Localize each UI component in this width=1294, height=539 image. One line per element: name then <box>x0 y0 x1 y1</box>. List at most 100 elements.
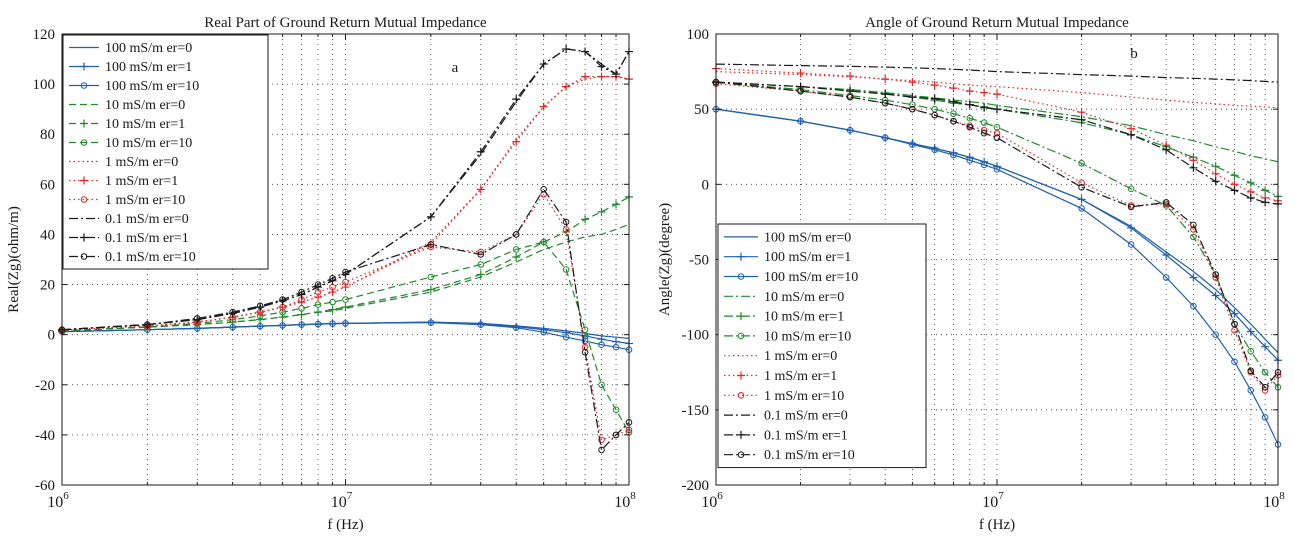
data-point <box>512 231 520 238</box>
data-point <box>298 288 305 296</box>
x-axis-label: f (Hz) <box>979 517 1015 533</box>
x-tick-label: 107 <box>982 490 1004 511</box>
data-point <box>797 87 804 95</box>
data-point <box>980 119 988 126</box>
data-point <box>562 45 571 54</box>
data-point <box>1162 199 1170 206</box>
x-tick-exponent: 7 <box>998 490 1004 502</box>
data-point <box>1077 108 1086 117</box>
data-point <box>1261 342 1270 351</box>
legend: 100 mS/m er=0 100 mS/m er=1 100 mS/m er=10… <box>62 34 269 270</box>
y-tick-label: 60 <box>40 177 55 193</box>
data-point <box>931 111 938 119</box>
data-point <box>1127 130 1136 139</box>
data-point <box>1246 178 1255 187</box>
legend-marker <box>737 371 745 380</box>
data-point <box>1127 185 1135 193</box>
data-point <box>1190 221 1197 229</box>
legend-marker <box>737 392 745 399</box>
data-point <box>1230 171 1239 180</box>
data-point <box>426 212 435 221</box>
data-point <box>1162 274 1170 281</box>
legend-label: 0.1 mS/m er=0 <box>105 212 189 227</box>
y-tick-label: 50 <box>694 102 709 118</box>
data-point <box>314 281 322 288</box>
x-tick-exponent: 6 <box>63 490 69 502</box>
data-point <box>612 200 621 209</box>
data-point <box>427 319 435 326</box>
data-point <box>476 147 485 156</box>
data-point <box>540 238 547 246</box>
data-point <box>1078 179 1085 187</box>
legend-marker <box>80 82 88 89</box>
data-point <box>1211 162 1220 171</box>
data-point <box>950 110 957 117</box>
data-point <box>562 226 570 233</box>
data-point <box>1162 250 1171 259</box>
data-point <box>598 436 605 444</box>
data-point <box>1231 320 1238 328</box>
data-point <box>1078 184 1085 191</box>
data-point <box>598 381 605 389</box>
axis-ticks: -200 -150 -100 -50 0 50 100 106 107 108 <box>682 27 1286 511</box>
legend-marker <box>80 233 88 242</box>
data-point <box>329 298 336 306</box>
data-point <box>965 87 974 96</box>
legend-label: 10 mS/m er=1 <box>764 310 844 325</box>
x-tick-label: 106 <box>47 490 69 511</box>
data-point <box>342 320 349 327</box>
data-point <box>909 141 916 148</box>
y-tick-label: 100 <box>33 77 56 93</box>
data-point <box>581 348 589 356</box>
data-point <box>949 84 958 93</box>
data-point <box>539 60 548 69</box>
x-tick-exponent: 8 <box>630 490 636 502</box>
legend-marker <box>737 430 745 439</box>
data-point <box>1261 198 1270 207</box>
legend-label: 10 mS/m er=10 <box>764 329 851 344</box>
legend-label: 10 mS/m er=10 <box>105 136 192 151</box>
data-point <box>881 134 889 142</box>
x-tick-exponent: 7 <box>347 490 353 502</box>
legend-marker <box>80 196 88 203</box>
data-point <box>328 288 337 297</box>
data-point <box>298 321 305 328</box>
data-point <box>314 301 322 308</box>
y-tick-label: -150 <box>682 403 710 419</box>
data-point <box>1212 271 1219 278</box>
data-point <box>540 186 547 193</box>
legend-label: 1 mS/m er=0 <box>105 155 178 170</box>
data-point <box>597 72 606 81</box>
legend-marker <box>737 312 745 321</box>
data-point <box>512 246 520 253</box>
series-line <box>715 63 1279 83</box>
data-point <box>314 308 323 317</box>
legend-marker <box>737 332 745 340</box>
data-point <box>540 328 547 336</box>
y-tick-label: -60 <box>35 478 55 494</box>
data-point <box>597 62 606 71</box>
data-point <box>427 241 435 248</box>
data-point <box>950 151 957 159</box>
data-point <box>612 406 620 414</box>
y-tick-label: -200 <box>682 478 710 494</box>
legend-label: 1 mS/m er=1 <box>105 174 178 189</box>
legend-marker <box>80 119 88 128</box>
data-point <box>1231 358 1238 366</box>
data-point <box>562 328 571 337</box>
y-tick-label: 80 <box>40 127 55 143</box>
legend-label: 100 mS/m er=1 <box>764 250 851 265</box>
series-line <box>715 81 1279 205</box>
data-point <box>930 94 939 103</box>
data-point <box>581 47 590 56</box>
x-tick-label: 108 <box>1263 490 1285 511</box>
y-tick-label: 120 <box>33 27 56 43</box>
data-point <box>1189 163 1198 172</box>
y-tick-label: 0 <box>48 328 56 344</box>
data-point <box>1247 347 1255 355</box>
data-point <box>966 123 974 131</box>
data-point <box>966 156 974 164</box>
data-point <box>881 90 890 99</box>
y-axis-label: Angle(Zg)(degree) <box>657 203 673 316</box>
data-point <box>612 431 620 439</box>
